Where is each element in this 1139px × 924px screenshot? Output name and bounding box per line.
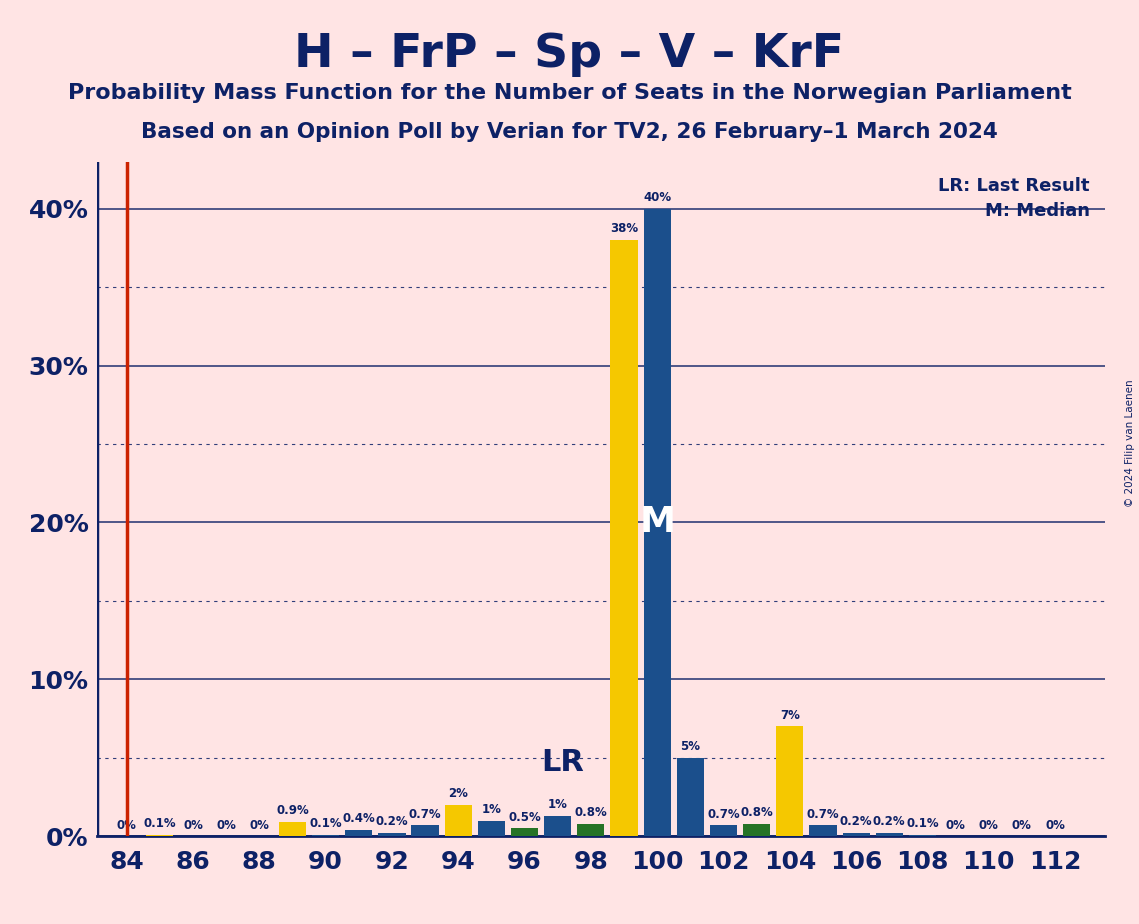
Text: 0%: 0% — [216, 819, 236, 832]
Bar — [810, 825, 836, 836]
Bar — [411, 825, 439, 836]
Bar — [378, 833, 405, 836]
Text: 0.2%: 0.2% — [872, 815, 906, 829]
Bar — [146, 834, 173, 836]
Text: 0.7%: 0.7% — [409, 808, 442, 821]
Bar — [345, 830, 372, 836]
Bar — [777, 726, 803, 836]
Text: 0.8%: 0.8% — [740, 806, 773, 819]
Text: 0.4%: 0.4% — [343, 812, 375, 825]
Text: 2%: 2% — [449, 787, 468, 800]
Bar — [577, 823, 605, 836]
Text: M: M — [639, 505, 675, 540]
Text: 0.7%: 0.7% — [806, 808, 839, 821]
Text: 0.2%: 0.2% — [839, 815, 872, 829]
Bar — [644, 209, 671, 836]
Text: 7%: 7% — [780, 709, 800, 722]
Text: 0%: 0% — [1011, 819, 1032, 832]
Bar — [477, 821, 505, 836]
Text: 0.8%: 0.8% — [574, 806, 607, 819]
Text: 40%: 40% — [644, 191, 671, 204]
Text: 0%: 0% — [1046, 819, 1065, 832]
Text: 0.2%: 0.2% — [376, 815, 408, 829]
Text: 0.1%: 0.1% — [144, 817, 177, 830]
Bar — [876, 833, 903, 836]
Bar — [677, 758, 704, 836]
Text: 0.1%: 0.1% — [907, 817, 939, 830]
Text: 0%: 0% — [945, 819, 966, 832]
Text: 0.9%: 0.9% — [276, 805, 309, 818]
Text: 0.7%: 0.7% — [707, 808, 740, 821]
Text: 0%: 0% — [978, 819, 999, 832]
Text: © 2024 Filip van Laenen: © 2024 Filip van Laenen — [1125, 380, 1134, 507]
Text: H – FrP – Sp – V – KrF: H – FrP – Sp – V – KrF — [295, 32, 844, 78]
Text: 1%: 1% — [482, 803, 501, 816]
Text: 38%: 38% — [611, 223, 638, 236]
Bar — [843, 833, 870, 836]
Bar — [544, 816, 572, 836]
Text: 0.5%: 0.5% — [508, 810, 541, 823]
Bar — [444, 805, 472, 836]
Bar — [743, 823, 770, 836]
Text: LR: LR — [541, 748, 584, 776]
Text: 1%: 1% — [548, 798, 567, 811]
Text: LR: Last Result: LR: Last Result — [939, 176, 1090, 195]
Bar — [312, 834, 339, 836]
Text: M: Median: M: Median — [985, 202, 1090, 220]
Bar — [611, 240, 638, 836]
Text: 0.1%: 0.1% — [310, 817, 342, 830]
Bar — [909, 834, 936, 836]
Text: 0%: 0% — [249, 819, 269, 832]
Text: Probability Mass Function for the Number of Seats in the Norwegian Parliament: Probability Mass Function for the Number… — [67, 83, 1072, 103]
Text: 5%: 5% — [680, 740, 700, 753]
Text: 0%: 0% — [116, 819, 137, 832]
Bar — [710, 825, 737, 836]
Text: Based on an Opinion Poll by Verian for TV2, 26 February–1 March 2024: Based on an Opinion Poll by Verian for T… — [141, 122, 998, 142]
Bar — [511, 829, 538, 836]
Text: 0%: 0% — [183, 819, 203, 832]
Bar — [279, 822, 306, 836]
